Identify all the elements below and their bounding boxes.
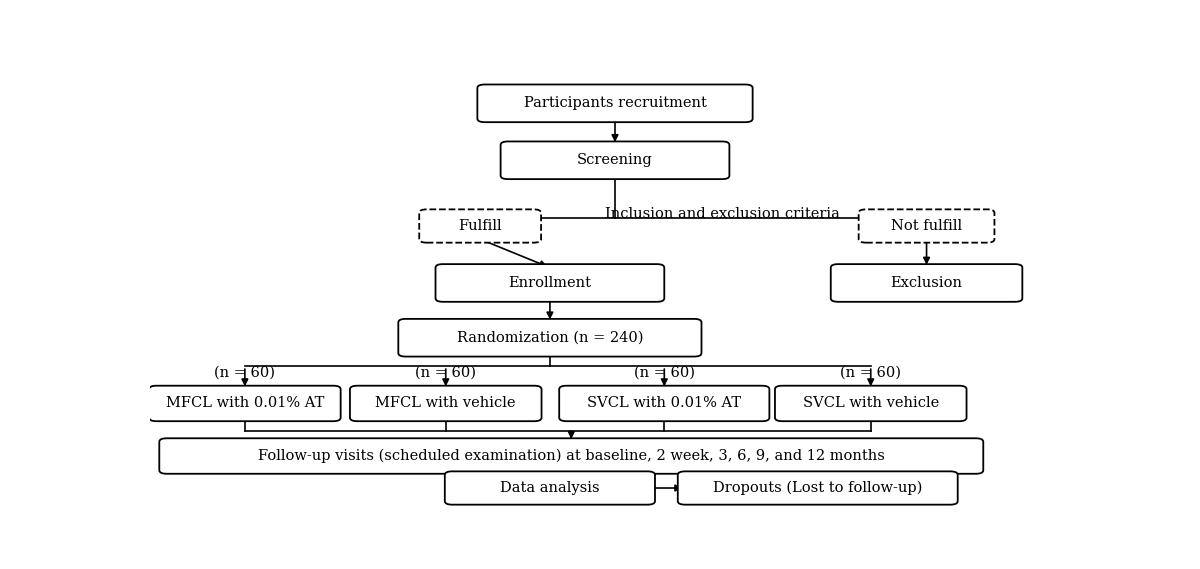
- FancyBboxPatch shape: [500, 142, 730, 179]
- Text: Fulfill: Fulfill: [458, 219, 502, 233]
- Text: (n = 60): (n = 60): [215, 366, 275, 380]
- Text: Dropouts (Lost to follow-up): Dropouts (Lost to follow-up): [713, 481, 923, 495]
- Text: (n = 60): (n = 60): [415, 366, 476, 380]
- Text: Enrollment: Enrollment: [509, 276, 592, 290]
- Text: Screening: Screening: [577, 153, 653, 167]
- Text: SVCL with vehicle: SVCL with vehicle: [803, 397, 938, 410]
- FancyBboxPatch shape: [830, 264, 1022, 302]
- FancyBboxPatch shape: [436, 264, 665, 302]
- Text: MFCL with vehicle: MFCL with vehicle: [376, 397, 516, 410]
- Text: Follow-up visits (scheduled examination) at baseline, 2 week, 3, 6, 9, and 12 mo: Follow-up visits (scheduled examination)…: [258, 449, 884, 463]
- Text: Randomization (n = 240): Randomization (n = 240): [457, 331, 643, 345]
- Text: MFCL with 0.01% AT: MFCL with 0.01% AT: [166, 397, 324, 410]
- FancyBboxPatch shape: [559, 386, 769, 421]
- Text: Participants recruitment: Participants recruitment: [523, 96, 707, 110]
- FancyBboxPatch shape: [478, 84, 752, 122]
- FancyBboxPatch shape: [445, 471, 655, 505]
- FancyBboxPatch shape: [678, 471, 958, 505]
- Text: (n = 60): (n = 60): [634, 366, 695, 380]
- FancyBboxPatch shape: [160, 438, 983, 474]
- Text: Exclusion: Exclusion: [890, 276, 962, 290]
- FancyBboxPatch shape: [775, 386, 966, 421]
- Text: Not fulfill: Not fulfill: [890, 219, 962, 233]
- FancyBboxPatch shape: [350, 386, 541, 421]
- FancyBboxPatch shape: [859, 209, 995, 242]
- FancyBboxPatch shape: [398, 319, 702, 357]
- Text: Data analysis: Data analysis: [500, 481, 600, 495]
- Text: SVCL with 0.01% AT: SVCL with 0.01% AT: [587, 397, 742, 410]
- FancyBboxPatch shape: [149, 386, 341, 421]
- Text: (n = 60): (n = 60): [840, 366, 901, 380]
- Text: Inclusion and exclusion criteria: Inclusion and exclusion criteria: [605, 207, 839, 221]
- FancyBboxPatch shape: [419, 209, 541, 242]
